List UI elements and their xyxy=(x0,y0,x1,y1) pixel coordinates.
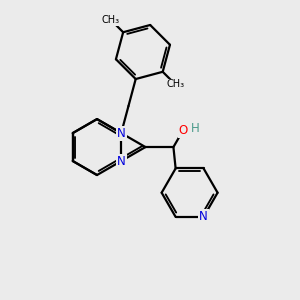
Text: O: O xyxy=(178,124,188,136)
Text: N: N xyxy=(199,210,208,224)
Text: N: N xyxy=(117,154,126,167)
Text: N: N xyxy=(117,127,126,140)
Text: CH₃: CH₃ xyxy=(102,15,120,25)
Text: H: H xyxy=(191,122,200,135)
Text: CH₃: CH₃ xyxy=(166,79,184,89)
